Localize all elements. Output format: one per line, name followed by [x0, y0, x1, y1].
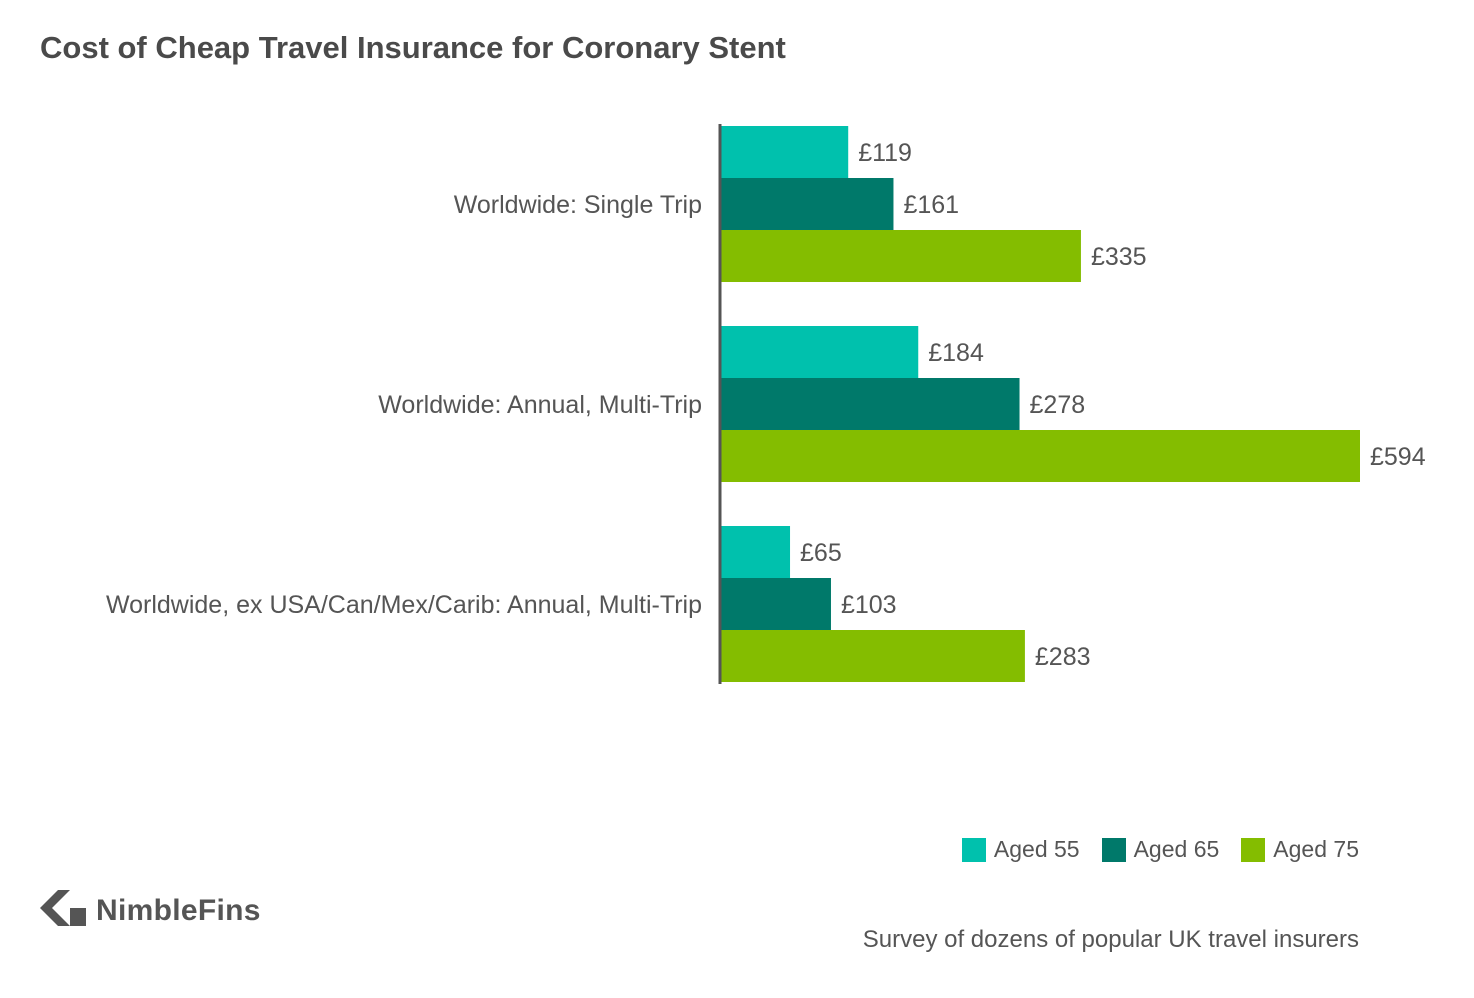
bar-worldwide-single-trip-aged-75 — [720, 230, 1081, 282]
bar-worldwide-single-trip-aged-55 — [720, 126, 849, 178]
bar-worldwide-annual-multi-trip-aged-75 — [720, 430, 1360, 482]
legend-swatch-aged-55 — [961, 837, 986, 862]
value-label-worldwide-single-trip-aged-65: £161 — [903, 191, 959, 219]
bar-worldwide-annual-multi-trip-aged-55 — [720, 326, 919, 378]
chevron-left-icon — [40, 890, 86, 931]
bar-worldwide-ex-usa-can-mex-carib-annual-multi-trip-aged-75 — [720, 630, 1025, 682]
legend-label-aged-55: Aged 55 — [993, 836, 1080, 862]
bar-chart: Worldwide: Single Trip Worldwide: Annual,… — [106, 124, 1426, 684]
bar-worldwide-annual-multi-trip-aged-65 — [720, 378, 1020, 430]
legend: Aged 55 Aged 65 Aged 75 — [961, 836, 1359, 863]
category-label-worldwide-annual-multi-trip: Worldwide: Annual, Multi-Trip — [378, 391, 702, 419]
legend-item-aged-75: Aged 75 — [1241, 836, 1359, 863]
value-label-worldwide-annual-multi-trip-aged-75: £594 — [1370, 443, 1426, 471]
logo-text: NimbleFins — [96, 893, 261, 927]
legend-item-aged-55: Aged 55 — [961, 836, 1080, 863]
nimblefins-logo: NimbleFins — [40, 890, 261, 931]
category-labels: Worldwide: Single Trip Worldwide: Annual,… — [106, 191, 702, 619]
category-label-worldwide-ex-usa-can-mex-carib-annual-multi-trip: Worldwide, ex USA/Can/Mex/Carib: Annual,… — [106, 591, 702, 619]
value-label-worldwide-ex-usa-can-mex-carib-annual-multi-trip-aged-75: £283 — [1035, 643, 1091, 671]
value-label-worldwide-single-trip-aged-75: £335 — [1091, 243, 1147, 271]
value-label-worldwide-ex-usa-can-mex-carib-annual-multi-trip-aged-65: £103 — [841, 591, 897, 619]
bar-worldwide-ex-usa-can-mex-carib-annual-multi-trip-aged-65 — [720, 578, 831, 630]
legend-swatch-aged-65 — [1101, 837, 1126, 862]
bars — [720, 126, 1360, 682]
legend-label-aged-75: Aged 75 — [1273, 836, 1359, 862]
bar-worldwide-single-trip-aged-65 — [720, 178, 894, 230]
category-label-worldwide-single-trip: Worldwide: Single Trip — [454, 191, 702, 219]
legend-label-aged-65: Aged 65 — [1133, 836, 1220, 862]
chart-title: Cost of Cheap Travel Insurance for Coron… — [40, 30, 786, 65]
source-note: Survey of dozens of popular UK travel in… — [862, 926, 1359, 953]
legend-item-aged-65: Aged 65 — [1101, 836, 1220, 863]
value-labels: £119 £161 £335 £184 £278 £594 £65 £103 £283 — [800, 139, 1426, 671]
value-label-worldwide-annual-multi-trip-aged-55: £184 — [928, 339, 984, 367]
bar-worldwide-ex-usa-can-mex-carib-annual-multi-trip-aged-55 — [720, 526, 791, 578]
value-label-worldwide-annual-multi-trip-aged-65: £278 — [1030, 391, 1086, 419]
value-label-worldwide-single-trip-aged-55: £119 — [858, 139, 912, 167]
value-label-worldwide-ex-usa-can-mex-carib-annual-multi-trip-aged-55: £65 — [800, 539, 842, 567]
legend-swatch-aged-75 — [1241, 837, 1266, 862]
